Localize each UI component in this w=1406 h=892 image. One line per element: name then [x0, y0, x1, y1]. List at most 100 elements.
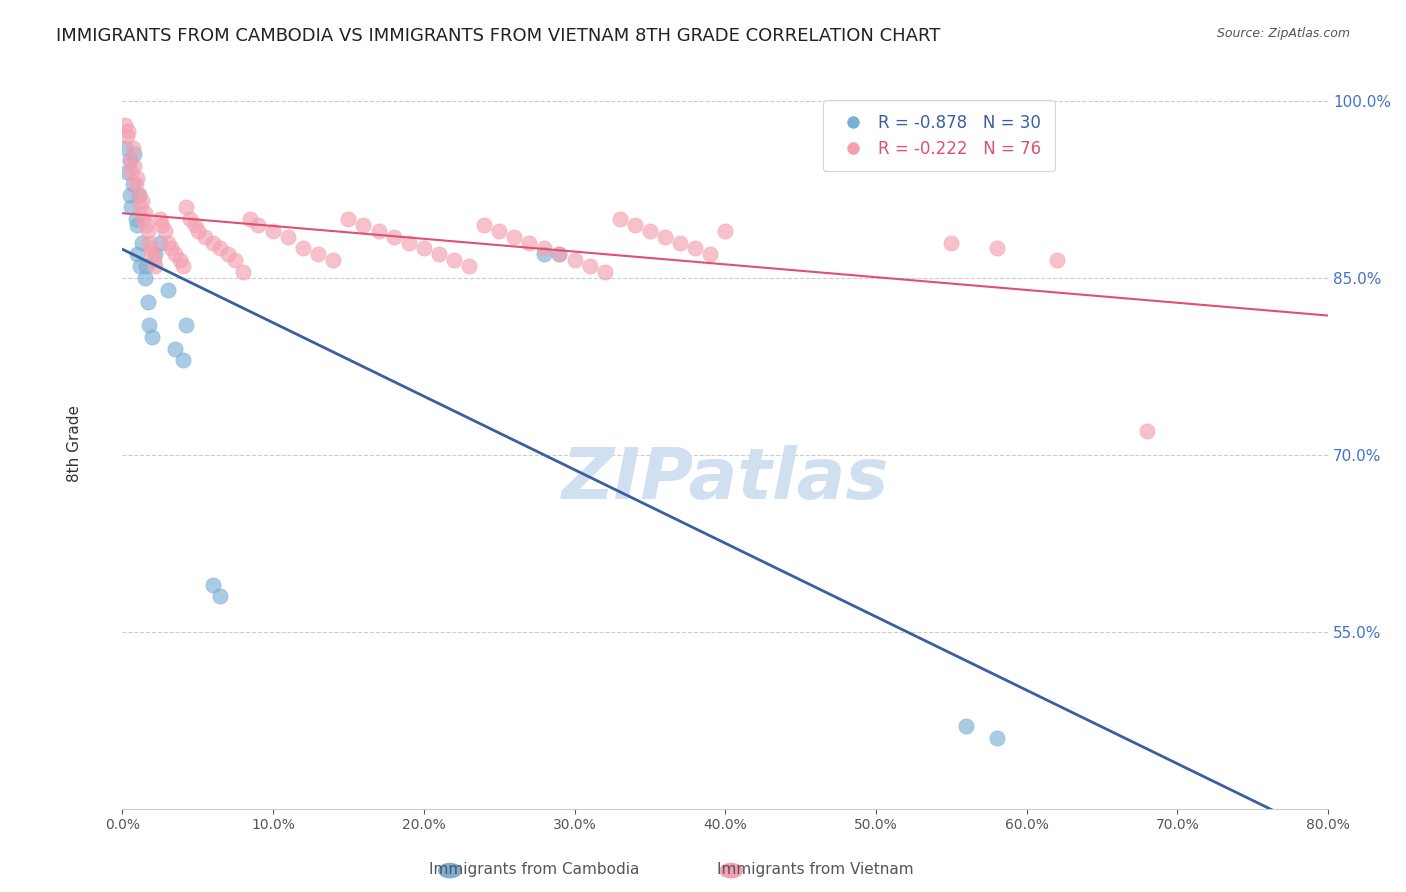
Point — [118, 153, 141, 167]
Point — [217, 247, 239, 261]
Legend: R = -0.878   N = 30, R = -0.222   N = 76: R = -0.878 N = 30, R = -0.222 N = 76 — [823, 101, 1054, 171]
Point — [209, 242, 232, 256]
Point — [292, 242, 315, 256]
Point — [125, 211, 148, 226]
Point — [183, 218, 205, 232]
Point — [353, 218, 375, 232]
Point — [239, 211, 262, 226]
Point — [149, 235, 172, 250]
Point — [156, 235, 179, 250]
Point — [638, 224, 661, 238]
Point — [128, 188, 150, 202]
Point — [382, 229, 405, 244]
Point — [458, 259, 481, 273]
Point — [1136, 424, 1159, 438]
Point — [548, 247, 571, 261]
Point — [115, 165, 138, 179]
Text: Source: ZipAtlas.com: Source: ZipAtlas.com — [1216, 27, 1350, 40]
Point — [120, 200, 142, 214]
Point — [533, 247, 555, 261]
Point — [337, 211, 360, 226]
Point — [122, 177, 145, 191]
Point — [683, 242, 706, 256]
Point — [398, 235, 420, 250]
Point — [132, 211, 155, 226]
Point — [246, 218, 269, 232]
Point — [139, 242, 162, 256]
Text: ZIPatlas: ZIPatlas — [561, 445, 889, 514]
Point — [136, 294, 159, 309]
Point — [135, 218, 157, 232]
Point — [131, 194, 153, 209]
Point — [503, 229, 526, 244]
Point — [127, 170, 149, 185]
Point — [127, 218, 149, 232]
Point — [134, 271, 156, 285]
Point — [187, 224, 209, 238]
Point — [165, 247, 187, 261]
Point — [578, 259, 600, 273]
Point — [623, 218, 645, 232]
Point — [118, 153, 141, 167]
Point — [714, 224, 737, 238]
Point — [117, 123, 139, 137]
Point — [115, 129, 138, 144]
Point — [153, 224, 176, 238]
Text: 8th Grade: 8th Grade — [66, 405, 82, 482]
Point — [124, 147, 146, 161]
Point — [172, 353, 194, 368]
Point — [120, 165, 142, 179]
Point — [156, 283, 179, 297]
Point — [135, 259, 157, 273]
Text: Immigrants from Vietnam: Immigrants from Vietnam — [717, 863, 914, 877]
Point — [149, 211, 172, 226]
Point — [118, 188, 141, 202]
Point — [367, 224, 389, 238]
Point — [174, 200, 197, 214]
Point — [472, 218, 495, 232]
Point — [134, 206, 156, 220]
Point — [654, 229, 676, 244]
Point — [1046, 253, 1069, 268]
Point — [201, 235, 224, 250]
Point — [307, 247, 329, 261]
Point — [548, 247, 571, 261]
Point — [138, 235, 160, 250]
Point — [141, 247, 163, 261]
Point — [150, 218, 173, 232]
Point — [174, 318, 197, 332]
Point — [172, 259, 194, 273]
Point — [232, 265, 254, 279]
Point — [141, 330, 163, 344]
Point — [262, 224, 284, 238]
Point — [941, 235, 963, 250]
Point — [114, 118, 136, 132]
Point — [564, 253, 586, 268]
Point — [145, 247, 167, 261]
Point — [114, 141, 136, 155]
Point — [201, 577, 224, 591]
Point — [427, 247, 450, 261]
Point — [143, 253, 166, 268]
Point — [128, 188, 150, 202]
Point — [986, 731, 1008, 745]
Point — [131, 235, 153, 250]
Point — [159, 242, 181, 256]
Point — [322, 253, 344, 268]
Point — [593, 265, 616, 279]
Point — [986, 242, 1008, 256]
Point — [277, 229, 299, 244]
Point — [138, 318, 160, 332]
Point — [609, 211, 631, 226]
Point — [125, 177, 148, 191]
Point — [145, 259, 167, 273]
Point — [669, 235, 692, 250]
Point — [517, 235, 540, 250]
Text: IMMIGRANTS FROM CAMBODIA VS IMMIGRANTS FROM VIETNAM 8TH GRADE CORRELATION CHART: IMMIGRANTS FROM CAMBODIA VS IMMIGRANTS F… — [56, 27, 941, 45]
Point — [127, 247, 149, 261]
Point — [129, 200, 152, 214]
Point — [165, 342, 187, 356]
Point — [209, 590, 232, 604]
Point — [124, 159, 146, 173]
Point — [136, 224, 159, 238]
